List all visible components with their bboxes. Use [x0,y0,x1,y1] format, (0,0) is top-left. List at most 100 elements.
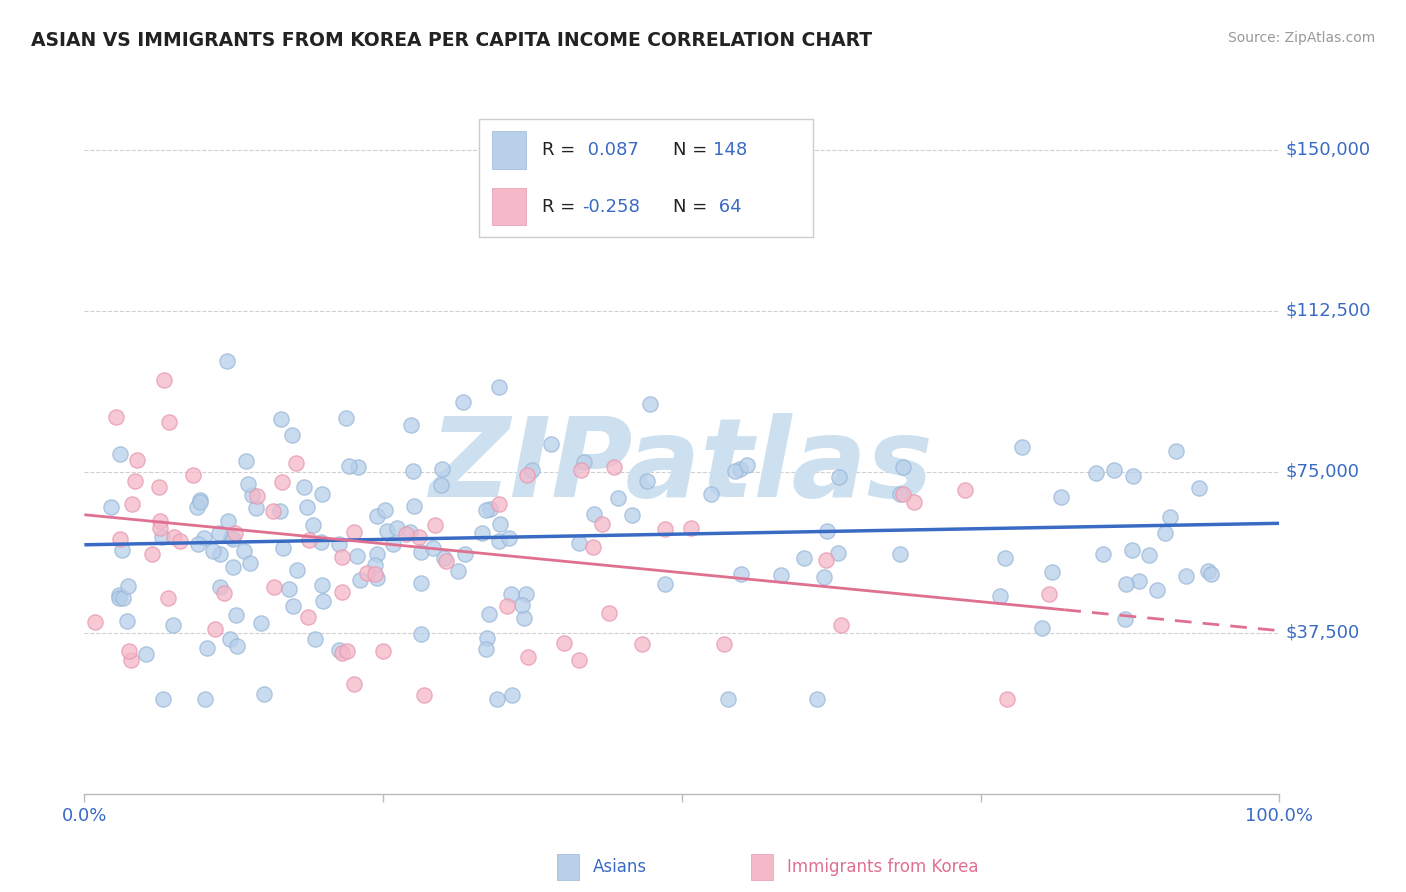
Point [330,646,353,660]
Text: Asians: Asians [593,858,647,876]
Point [162,618,184,632]
Point [891,460,914,475]
Point [364,566,387,581]
Point [399,417,422,432]
Point [1137,549,1160,563]
Point [217,514,239,528]
Point [201,544,224,558]
Point [373,644,395,658]
Point [1011,440,1033,454]
Point [485,692,508,706]
Point [1164,444,1187,458]
Point [328,537,350,551]
Point [422,541,444,555]
Point [188,492,211,507]
Point [827,545,849,559]
Point [225,640,247,654]
Point [135,647,157,661]
Point [208,525,231,540]
Point [409,575,432,590]
Point [517,650,540,665]
Point [889,548,911,562]
Point [501,688,523,702]
Point [245,501,267,516]
Point [209,580,232,594]
Point [434,553,457,567]
Point [187,537,209,551]
Point [169,533,191,548]
Point [891,486,914,500]
Point [208,548,231,562]
Point [239,556,262,570]
Point [489,517,512,532]
Point [298,533,321,548]
Point [411,545,433,559]
Text: $37,500: $37,500 [1285,624,1360,642]
Point [124,474,146,488]
Point [117,614,139,628]
Point [236,476,259,491]
Point [728,462,751,476]
Point [408,530,430,544]
Point [591,516,613,531]
Point [471,525,494,540]
Point [311,486,333,500]
Point [475,503,498,517]
Point [395,526,418,541]
Point [270,475,292,489]
Point [253,687,276,701]
Point [598,606,620,620]
Point [157,415,180,429]
Point [602,460,624,475]
Point [488,497,510,511]
Point [104,410,127,425]
Point [108,532,131,546]
Point [240,488,263,502]
Point [108,447,131,461]
Point [108,588,131,602]
Point [285,563,308,577]
Point [723,464,745,478]
Point [730,567,752,582]
Point [510,598,533,612]
Point [269,504,291,518]
Point [1121,542,1143,557]
Point [343,677,366,691]
Point [349,574,371,588]
Point [284,456,307,470]
Point [153,373,176,387]
Point [301,517,323,532]
Point [699,487,721,501]
Point [281,599,304,614]
Point [150,530,173,544]
Point [292,480,315,494]
Point [631,637,654,651]
FancyBboxPatch shape [751,855,773,880]
Point [1128,574,1150,589]
Point [815,524,838,538]
Point [446,565,468,579]
Point [398,525,420,540]
Point [235,454,257,468]
Point [232,544,254,558]
Point [889,487,911,501]
Point [1153,525,1175,540]
Point [215,354,238,368]
Point [520,463,543,477]
Point [278,582,301,597]
Point [568,653,591,667]
Point [188,495,211,509]
Text: $75,000: $75,000 [1285,463,1360,481]
Point [735,458,758,472]
Point [1102,463,1125,477]
Point [569,463,592,477]
Point [346,549,368,563]
Point [620,508,643,522]
Point [304,632,326,646]
Point [149,514,172,528]
Point [903,495,925,509]
Point [478,501,501,516]
Point [214,586,236,600]
Point [994,550,1017,565]
Point [409,627,432,641]
